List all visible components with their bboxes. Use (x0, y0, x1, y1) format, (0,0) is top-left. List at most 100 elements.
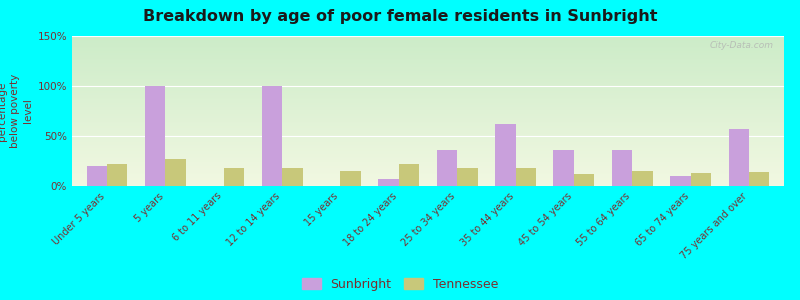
Bar (72, 164, 784, 165)
Bar (72, 86, 784, 87)
Bar (72, 135, 784, 136)
Bar (72, 42, 784, 43)
Bar (72, 122, 784, 123)
Bar (72, 57, 784, 58)
Bar (72, 179, 784, 180)
Text: City-Data.com: City-Data.com (710, 40, 774, 50)
Bar (72, 110, 784, 111)
Bar (72, 131, 784, 132)
Bar (72, 43, 784, 44)
Bar (72, 105, 784, 106)
Text: Breakdown by age of poor female residents in Sunbright: Breakdown by age of poor female resident… (142, 9, 658, 24)
Bar (72, 153, 784, 154)
Bar (72, 147, 784, 148)
Bar (72, 151, 784, 152)
Bar (72, 119, 784, 120)
Bar (72, 115, 784, 116)
Bar (72, 81, 784, 82)
Bar (341, 171, 361, 186)
Bar (72, 138, 784, 139)
Bar (72, 118, 784, 119)
Bar (72, 176, 784, 177)
Bar (72, 85, 784, 86)
Bar (166, 159, 186, 186)
Bar (72, 183, 784, 184)
Bar (72, 62, 784, 63)
Bar (437, 150, 457, 186)
Bar (72, 37, 784, 38)
Bar (72, 184, 784, 185)
Bar (72, 38, 784, 39)
Bar (72, 88, 784, 89)
Bar (72, 163, 784, 164)
Bar (72, 125, 784, 126)
Bar (72, 170, 784, 171)
Bar (574, 174, 594, 186)
Bar (72, 150, 784, 151)
Bar (72, 56, 784, 57)
Y-axis label: percentage
below poverty
level: percentage below poverty level (0, 74, 34, 148)
Bar (72, 158, 784, 159)
Bar (72, 58, 784, 59)
Bar (72, 95, 784, 96)
Bar (262, 86, 282, 186)
Bar (72, 178, 784, 179)
Bar (690, 173, 711, 186)
Bar (72, 167, 784, 168)
Bar (72, 96, 784, 97)
Bar (72, 133, 784, 134)
Bar (72, 154, 784, 155)
Bar (72, 166, 784, 167)
Bar (72, 72, 784, 73)
Bar (72, 63, 784, 64)
Bar (72, 161, 784, 162)
Bar (72, 160, 784, 161)
Bar (72, 89, 784, 90)
Bar (72, 149, 784, 150)
Bar (72, 47, 784, 48)
Bar (72, 45, 784, 46)
Bar (72, 140, 784, 141)
Bar (72, 76, 784, 77)
Bar (72, 41, 784, 42)
Bar (224, 168, 244, 186)
Bar (72, 181, 784, 182)
Bar (612, 150, 632, 186)
Bar (399, 164, 419, 186)
Bar (670, 176, 690, 186)
Bar (749, 172, 770, 186)
Bar (72, 114, 784, 115)
Bar (72, 91, 784, 92)
Bar (72, 39, 784, 40)
Bar (72, 123, 784, 124)
Bar (729, 129, 749, 186)
Bar (72, 146, 784, 147)
Bar (86, 166, 107, 186)
Bar (72, 165, 784, 166)
Bar (72, 168, 784, 169)
Bar (72, 175, 784, 176)
Bar (282, 168, 302, 186)
Bar (72, 77, 784, 78)
Bar (72, 112, 784, 113)
Bar (72, 162, 784, 163)
Bar (72, 117, 784, 118)
Bar (72, 66, 784, 67)
Bar (72, 92, 784, 93)
Bar (72, 83, 784, 84)
Bar (72, 143, 784, 144)
Bar (72, 159, 784, 160)
Bar (457, 168, 478, 186)
Bar (72, 50, 784, 51)
Bar (72, 55, 784, 56)
Bar (72, 128, 784, 129)
Bar (72, 67, 784, 68)
Bar (72, 40, 784, 41)
Bar (72, 106, 784, 107)
Bar (72, 141, 784, 142)
Bar (72, 90, 784, 91)
Bar (72, 156, 784, 157)
Bar (632, 171, 653, 186)
Bar (72, 116, 784, 117)
Bar (72, 109, 784, 110)
